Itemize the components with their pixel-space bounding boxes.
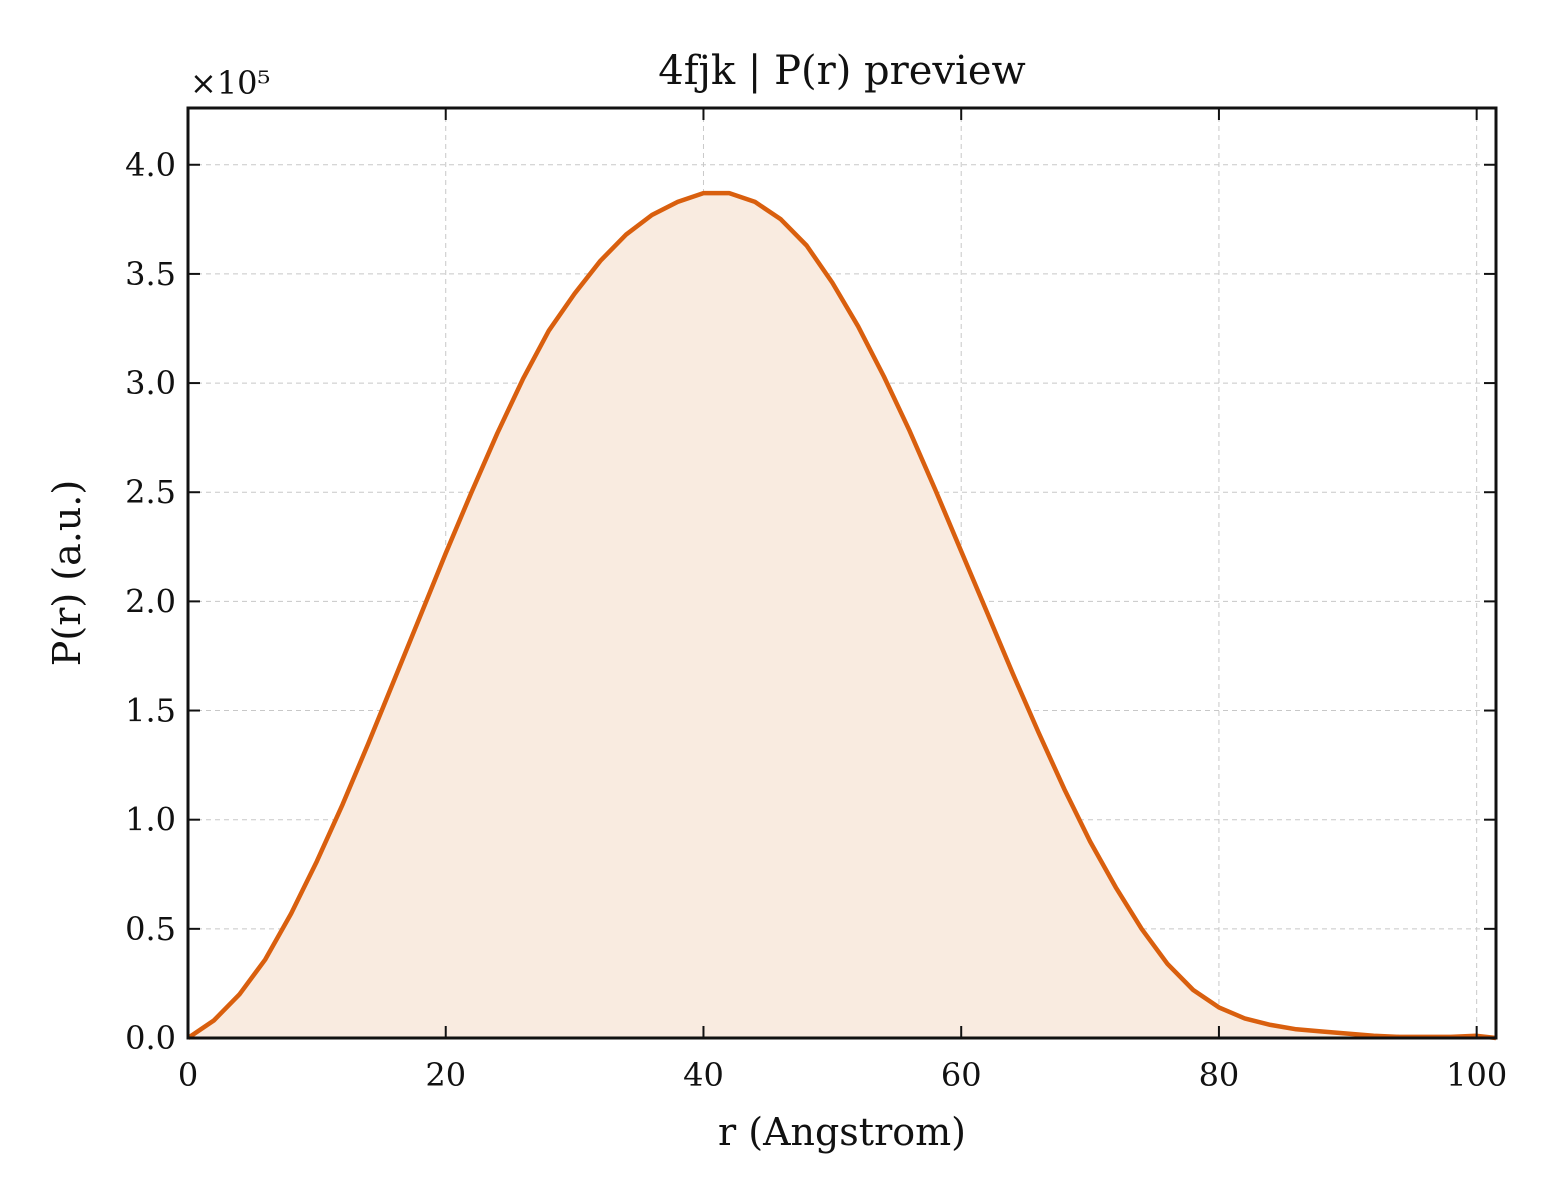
y-offset-label: ×10⁵ [190, 64, 270, 102]
pr-series-line [186, 190, 1497, 1041]
y-tick-label: 3.5 [125, 255, 176, 293]
x-axis-label: r (Angstrom) [718, 1110, 966, 1154]
y-tick-label: 0.5 [125, 910, 176, 948]
axis-ticks: 0 20 40 60 80 100 0.0 0.5 1.0 1.5 2.0 2.5 3.0 3.5 4.0 [125, 108, 1507, 1094]
pr-area-fill [188, 193, 1496, 1039]
y-tick-label: 2.0 [125, 582, 176, 620]
y-tick-label: 4.0 [125, 146, 176, 184]
x-tick-label: 0 [178, 1056, 198, 1094]
x-tick-label: 100 [1446, 1056, 1507, 1094]
plot-frame [186, 106, 1498, 1040]
y-tick-label: 3.0 [125, 364, 176, 402]
y-tick-label: 1.0 [125, 801, 176, 839]
chart-title: 4fjk | P(r) preview [658, 48, 1025, 94]
x-tick-label: 40 [683, 1056, 724, 1094]
x-tick-label: 80 [1199, 1056, 1240, 1094]
y-axis-label: P(r) (a.u.) [45, 480, 89, 666]
y-tick-label: 0.0 [125, 1019, 176, 1057]
x-tick-label: 60 [941, 1056, 982, 1094]
y-tick-label: 1.5 [125, 692, 176, 730]
y-tick-label: 2.5 [125, 473, 176, 511]
x-tick-label: 20 [425, 1056, 466, 1094]
